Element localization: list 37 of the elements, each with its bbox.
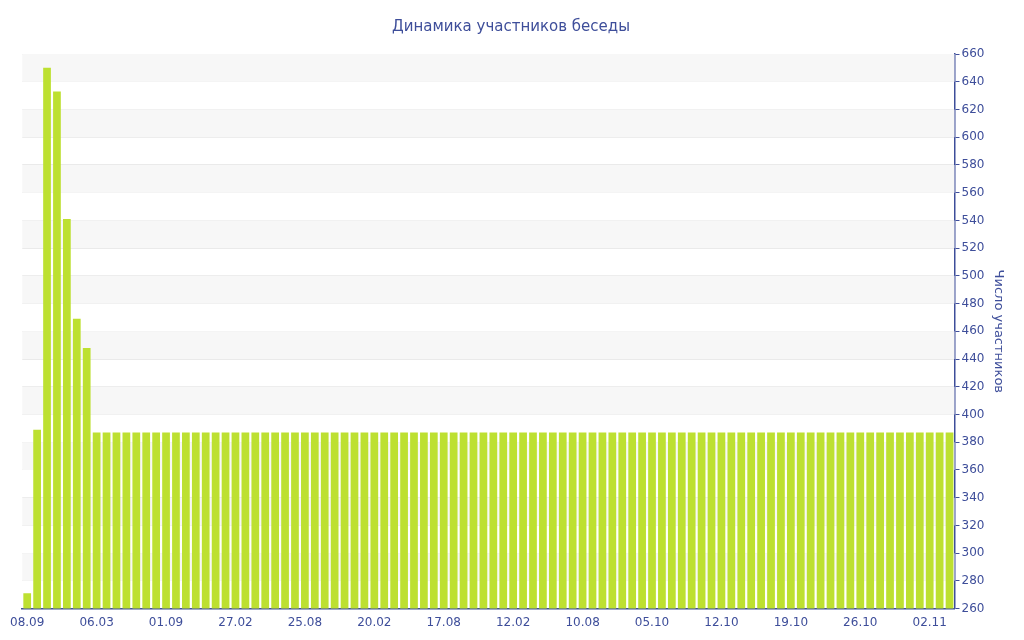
x-tick-label: 12.10 [704, 614, 739, 629]
x-tick-label: 26.10 [843, 614, 878, 629]
y-axis-title: Число участников [991, 269, 1007, 393]
y-tick-label: 460 [961, 323, 985, 338]
y-tick-label: 320 [961, 517, 985, 532]
y-tick-label: 640 [961, 73, 985, 88]
y-tick-label: 440 [961, 351, 985, 366]
y-tick-label: 260 [961, 600, 985, 615]
y-tick-label: 360 [961, 462, 985, 477]
y-tick-label: 560 [961, 184, 985, 199]
y-tick-label: 620 [961, 101, 985, 116]
y-tick-label: 580 [961, 157, 985, 172]
y-tick-label: 520 [961, 240, 985, 255]
x-tick-label: 10.08 [565, 614, 600, 629]
x-tick-label: 02.11 [912, 614, 947, 629]
x-tick-label: 05.10 [634, 614, 670, 629]
y-tick-label: 280 [961, 572, 985, 587]
chart-title: Динамика участников беседы [391, 16, 631, 35]
x-tick-label: 25.08 [287, 614, 323, 629]
y-tick-label: 340 [961, 489, 985, 504]
x-tick-label: 19.10 [773, 614, 809, 629]
x-tick-label: 06.03 [79, 614, 114, 629]
x-tick-label: 12.02 [495, 614, 531, 629]
y-tick-label: 400 [961, 406, 985, 421]
y-tick-label: 300 [961, 545, 985, 560]
y-tick-label: 500 [961, 267, 985, 282]
x-tick-label: 20.02 [357, 614, 392, 629]
y-tick-label: 420 [961, 378, 985, 393]
y-tick-label: 380 [961, 434, 985, 449]
x-tick-label: 27.02 [218, 614, 253, 629]
y-tick-label: 480 [961, 295, 985, 310]
y-tick-label: 660 [961, 46, 985, 61]
x-tick-label: 01.09 [148, 614, 184, 629]
x-tick-label: 17.08 [426, 614, 461, 629]
y-tick-label: 540 [961, 212, 985, 227]
y-tick-label: 600 [961, 129, 985, 144]
x-tick-label: 08.09 [10, 614, 45, 629]
